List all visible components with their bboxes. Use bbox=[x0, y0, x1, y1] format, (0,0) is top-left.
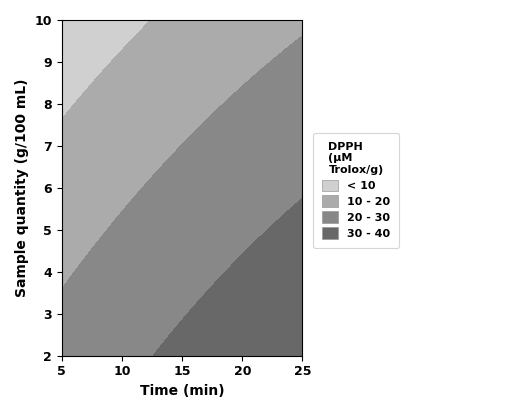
X-axis label: Time (min): Time (min) bbox=[140, 384, 224, 398]
Legend: < 10, 10 - 20, 20 - 30, 30 - 40: < 10, 10 - 20, 20 - 30, 30 - 40 bbox=[313, 133, 399, 247]
Y-axis label: Sample quantity (g/100 mL): Sample quantity (g/100 mL) bbox=[15, 78, 29, 297]
